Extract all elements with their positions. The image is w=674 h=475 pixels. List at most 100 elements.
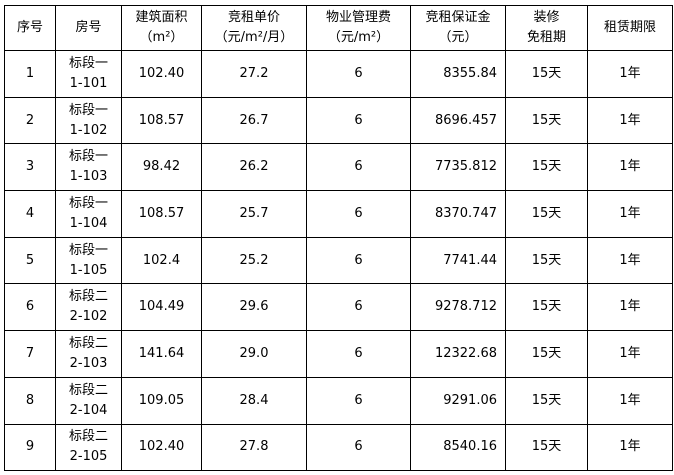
cell-area: 102.4 (121, 236, 202, 285)
cell-area: 109.05 (121, 376, 202, 425)
cell-property-fee: 6 (306, 190, 411, 238)
cell-lease-term: 1年 (587, 283, 673, 332)
cell-area: 102.40 (121, 423, 202, 472)
cell-rent-free: 15天 (505, 283, 588, 332)
cell-area: 98.42 (121, 143, 202, 192)
cell-unit-price: 27.8 (201, 423, 307, 472)
cell-room: 标段二 2-103 (55, 330, 122, 378)
room-number: 2-104 (69, 402, 108, 418)
cell-room: 标段二 2-104 (55, 376, 122, 425)
cell-rent-free: 15天 (505, 143, 588, 192)
cell-property-fee: 6 (306, 50, 411, 98)
cell-area: 108.57 (121, 96, 202, 145)
room-number: 2-103 (69, 355, 108, 371)
cell-lease-term: 1年 (587, 96, 673, 145)
cell-lease-term: 1年 (587, 330, 673, 378)
cell-index: 1 (4, 50, 56, 98)
cell-room: 标段一 1-102 (55, 96, 122, 145)
room-number: 2-105 (69, 449, 108, 465)
cell-unit-price: 29.6 (201, 283, 307, 332)
cell-deposit: 8696.457 (410, 96, 506, 145)
cell-deposit: 8540.16 (410, 423, 506, 472)
cell-lease-term: 1年 (587, 376, 673, 425)
cell-rent-free: 15天 (505, 423, 588, 472)
section-label: 标段一 (68, 102, 108, 118)
cell-property-fee: 6 (306, 283, 411, 332)
room-number: 1-101 (69, 75, 108, 91)
cell-rent-free: 15天 (505, 96, 588, 145)
cell-index: 9 (4, 423, 56, 472)
section-label: 标段二 (68, 289, 108, 305)
cell-rent-free: 15天 (505, 50, 588, 98)
cell-lease-term: 1年 (587, 143, 673, 192)
cell-rent-free: 15天 (505, 376, 588, 425)
header-lease-term: 租赁期限 (587, 5, 673, 51)
cell-unit-price: 26.2 (201, 143, 307, 192)
cell-room: 标段一 1-105 (55, 236, 122, 285)
section-label: 标段一 (68, 55, 108, 71)
table-row: 1 标段一 1-101 102.40 27.2 6 8355.84 15天 1年 (4, 50, 673, 98)
header-line1: 物业管理费 (325, 10, 391, 25)
header-row: 序号 房号 建筑面积 （m²） 竞租单价 （元/m²/月） 物业管理费 （元/m²） 竞租保证金… (4, 5, 673, 51)
table-row: 2 标段一 1-102 108.57 26.7 6 8696.457 15天 1年 (4, 96, 673, 145)
table-row: 9 标段二 2-105 102.40 27.8 6 8540.16 15天 1年 (4, 423, 673, 472)
header-line1: 租赁期限 (603, 20, 656, 35)
cell-unit-price: 28.4 (201, 376, 307, 425)
header-line1: 装修 (533, 10, 560, 25)
header-line2: 免租期 (526, 30, 566, 45)
cell-index: 7 (4, 330, 56, 378)
table-row: 4 标段一 1-104 108.57 25.7 6 8370.747 15天 1年 (4, 190, 673, 238)
header-line1: 竞租单价 (227, 10, 280, 25)
cell-room: 标段一 1-103 (55, 143, 122, 192)
room-number: 1-103 (69, 169, 108, 185)
cell-property-fee: 6 (306, 143, 411, 192)
header-index: 序号 (4, 5, 56, 51)
section-label: 标段二 (68, 429, 108, 445)
table-row: 5 标段一 1-105 102.4 25.2 6 7741.44 15天 1年 (4, 236, 673, 285)
cell-index: 2 (4, 96, 56, 145)
table-row: 8 标段二 2-104 109.05 28.4 6 9291.06 15天 1年 (4, 376, 673, 425)
cell-index: 4 (4, 190, 56, 238)
cell-deposit: 7741.44 (410, 236, 506, 285)
cell-index: 3 (4, 143, 56, 192)
header-line2: （元） (438, 30, 478, 45)
cell-rent-free: 15天 (505, 190, 588, 238)
cell-rent-free: 15天 (505, 236, 588, 285)
cell-area: 141.64 (121, 330, 202, 378)
cell-property-fee: 6 (306, 376, 411, 425)
room-number: 1-102 (69, 122, 108, 138)
cell-rent-free: 15天 (505, 330, 588, 378)
table-row: 6 标段二 2-102 104.49 29.6 6 9278.712 15天 1年 (4, 283, 673, 332)
cell-room: 标段一 1-104 (55, 190, 122, 238)
cell-deposit: 9291.06 (410, 376, 506, 425)
cell-unit-price: 25.7 (201, 190, 307, 238)
cell-index: 8 (4, 376, 56, 425)
cell-property-fee: 6 (306, 96, 411, 145)
cell-property-fee: 6 (306, 423, 411, 472)
header-area: 建筑面积 （m²） (121, 5, 202, 51)
rental-table: 序号 房号 建筑面积 （m²） 竞租单价 （元/m²/月） 物业管理费 （元/m²） 竞租保证金… (4, 5, 673, 472)
section-label: 标段一 (68, 195, 108, 211)
header-line2: （m²） (139, 30, 184, 45)
header-room: 房号 (55, 5, 122, 51)
cell-lease-term: 1年 (587, 236, 673, 285)
room-number: 2-102 (69, 309, 108, 325)
cell-lease-term: 1年 (587, 50, 673, 98)
header-property-fee: 物业管理费 （元/m²） (306, 5, 411, 51)
cell-deposit: 8355.84 (410, 50, 506, 98)
header-deposit: 竞租保证金 （元） (410, 5, 506, 51)
room-number: 1-104 (69, 215, 108, 231)
cell-area: 104.49 (121, 283, 202, 332)
cell-room: 标段二 2-102 (55, 283, 122, 332)
section-label: 标段二 (68, 382, 108, 398)
cell-deposit: 7735.812 (410, 143, 506, 192)
cell-property-fee: 6 (306, 236, 411, 285)
header-line1: 建筑面积 (135, 10, 188, 25)
cell-lease-term: 1年 (587, 190, 673, 238)
cell-area: 108.57 (121, 190, 202, 238)
header-line1: 竞租保证金 (425, 10, 491, 25)
header-rent-free: 装修 免租期 (505, 5, 588, 51)
cell-unit-price: 29.0 (201, 330, 307, 378)
cell-lease-term: 1年 (587, 423, 673, 472)
cell-area: 102.40 (121, 50, 202, 98)
